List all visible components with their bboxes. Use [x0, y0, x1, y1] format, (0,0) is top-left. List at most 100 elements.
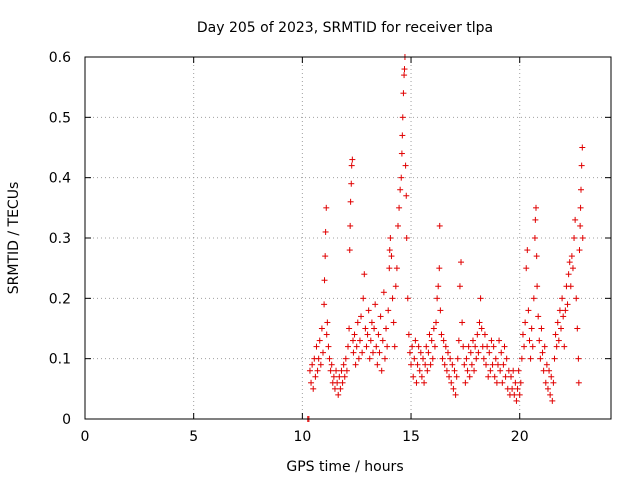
data-point — [323, 204, 330, 211]
data-point — [535, 313, 542, 320]
x-tick-label: 15 — [402, 429, 420, 445]
data-point — [375, 331, 382, 338]
data-point — [349, 156, 356, 163]
data-point — [450, 385, 457, 392]
data-point — [427, 361, 434, 368]
data-point — [536, 337, 543, 344]
data-point — [324, 319, 331, 326]
data-point — [353, 343, 360, 350]
data-point — [480, 355, 487, 362]
x-tick-label: 5 — [189, 429, 198, 445]
data-point — [317, 361, 324, 368]
data-point — [513, 397, 520, 404]
data-point — [496, 337, 503, 344]
data-point — [452, 391, 459, 398]
data-points — [304, 54, 586, 422]
data-point — [537, 355, 544, 362]
data-point — [540, 367, 547, 374]
data-point — [409, 343, 416, 350]
data-point — [348, 180, 355, 187]
data-point — [318, 325, 325, 332]
data-point — [524, 247, 531, 254]
data-point — [554, 319, 561, 326]
data-point — [411, 355, 418, 362]
data-point — [360, 295, 367, 302]
data-point — [499, 379, 506, 386]
data-point — [488, 337, 495, 344]
data-point — [393, 265, 400, 272]
data-point — [544, 385, 551, 392]
data-point — [548, 373, 555, 380]
data-point — [438, 331, 445, 338]
data-point — [577, 222, 584, 229]
data-point — [575, 355, 582, 362]
y-tick-label: 0.3 — [49, 231, 71, 247]
data-point — [492, 355, 499, 362]
data-point — [564, 301, 571, 308]
data-point — [560, 313, 567, 320]
axis-ticks: 0 5 10 15 20 0 0.1 0.2 0.3 0.4 0.5 0.6 — [49, 50, 611, 445]
data-point — [474, 331, 481, 338]
data-point — [346, 247, 353, 254]
data-point — [436, 222, 443, 229]
data-point — [322, 253, 329, 260]
data-point — [339, 379, 346, 386]
data-point — [400, 90, 407, 97]
data-point — [328, 361, 335, 368]
data-point — [516, 391, 523, 398]
data-point — [439, 355, 446, 362]
data-point — [559, 295, 566, 302]
data-point — [491, 373, 498, 380]
data-point — [340, 361, 347, 368]
data-point — [313, 343, 320, 350]
y-tick-label: 0.2 — [49, 291, 71, 307]
data-point — [314, 367, 321, 374]
data-point — [512, 379, 519, 386]
data-point — [416, 367, 423, 374]
data-point — [575, 379, 582, 386]
data-point — [486, 349, 493, 356]
data-point — [456, 283, 463, 290]
data-point — [503, 355, 510, 362]
data-point — [386, 265, 393, 272]
data-point — [527, 355, 534, 362]
data-point — [368, 319, 375, 326]
data-point — [578, 162, 585, 169]
data-point — [383, 325, 390, 332]
data-point — [437, 307, 444, 314]
data-point — [369, 349, 376, 356]
data-point — [579, 235, 586, 241]
data-point — [385, 307, 392, 314]
data-point — [511, 391, 518, 398]
data-point — [555, 337, 562, 344]
data-point — [358, 313, 365, 320]
data-point — [494, 361, 501, 368]
data-point — [347, 198, 354, 205]
data-point — [556, 307, 563, 314]
data-point — [468, 361, 475, 368]
data-point — [446, 373, 453, 380]
data-point — [415, 343, 422, 350]
data-point — [549, 397, 556, 404]
data-point — [572, 216, 579, 223]
data-point — [541, 343, 548, 350]
data-point — [398, 174, 405, 181]
data-point — [331, 385, 338, 392]
data-point — [359, 349, 366, 356]
data-point — [447, 355, 454, 362]
data-point — [347, 222, 354, 229]
data-point — [387, 235, 394, 241]
data-point — [412, 337, 419, 344]
data-point — [558, 325, 565, 332]
data-point — [414, 361, 421, 368]
data-point — [500, 361, 507, 368]
data-point — [326, 355, 333, 362]
data-point — [569, 265, 576, 272]
data-point — [413, 379, 420, 386]
data-point — [397, 186, 404, 193]
data-point — [325, 343, 332, 350]
x-tick-label: 0 — [81, 429, 90, 445]
data-point — [472, 343, 479, 350]
data-point — [533, 204, 540, 211]
data-point — [531, 235, 538, 241]
